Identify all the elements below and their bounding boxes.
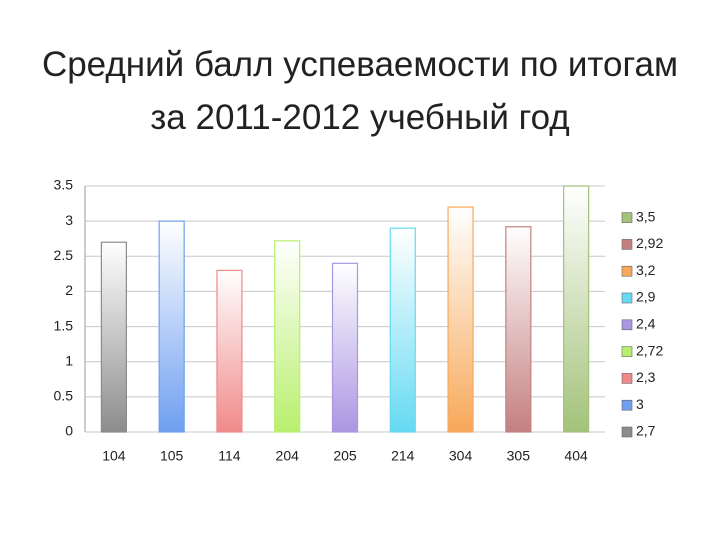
y-tick-label: 2.5 [54,247,74,263]
y-tick-label: 3 [65,212,73,228]
legend-label: 2,7 [636,423,656,439]
legend-swatch [621,239,633,250]
x-tick-label: 204 [276,448,300,464]
bar [331,262,359,433]
y-tick-label: 2 [65,282,73,298]
legend-label: 2,72 [636,342,663,358]
chart-title: Средний балл успеваемости по итогам за 2… [41,45,679,137]
x-tick-label: 114 [218,448,241,464]
bar [447,206,474,433]
legend-swatch [621,292,633,304]
y-tick-label: 1 [65,352,73,368]
legend-label: 3,5 [636,208,656,224]
x-tick-label: 105 [160,448,184,464]
bar [274,240,301,433]
bar [100,241,127,433]
legend-label: 2,92 [636,235,663,251]
bar [158,220,185,433]
legend-swatch [621,373,633,384]
bar [563,185,590,433]
legend-swatch [621,399,633,411]
legend-swatch [621,319,633,331]
legend-label: 3,2 [636,262,656,278]
legend-label: 2,3 [636,369,656,385]
x-tick-label: 404 [564,448,588,464]
y-tick-label: 1.5 [54,317,74,333]
legend-swatch [621,426,633,438]
y-tick-label: 3.5 [54,177,74,193]
bar [389,227,416,433]
legend-label: 2,4 [636,316,656,332]
x-tick-label: 305 [507,448,531,464]
legend-swatch [621,212,633,223]
y-tick-label: 0.5 [54,388,74,404]
bar [505,226,532,433]
legend-label: 3 [636,396,644,412]
legend-swatch [621,265,633,277]
bar [216,269,243,433]
x-tick-label: 304 [449,448,473,464]
x-tick-label: 104 [102,448,126,464]
x-tick-label: 214 [391,448,415,464]
legend-swatch [621,346,633,357]
y-tick-label: 0 [65,423,73,439]
x-tick-label: 205 [333,448,357,464]
legend-label: 2,9 [636,289,656,305]
